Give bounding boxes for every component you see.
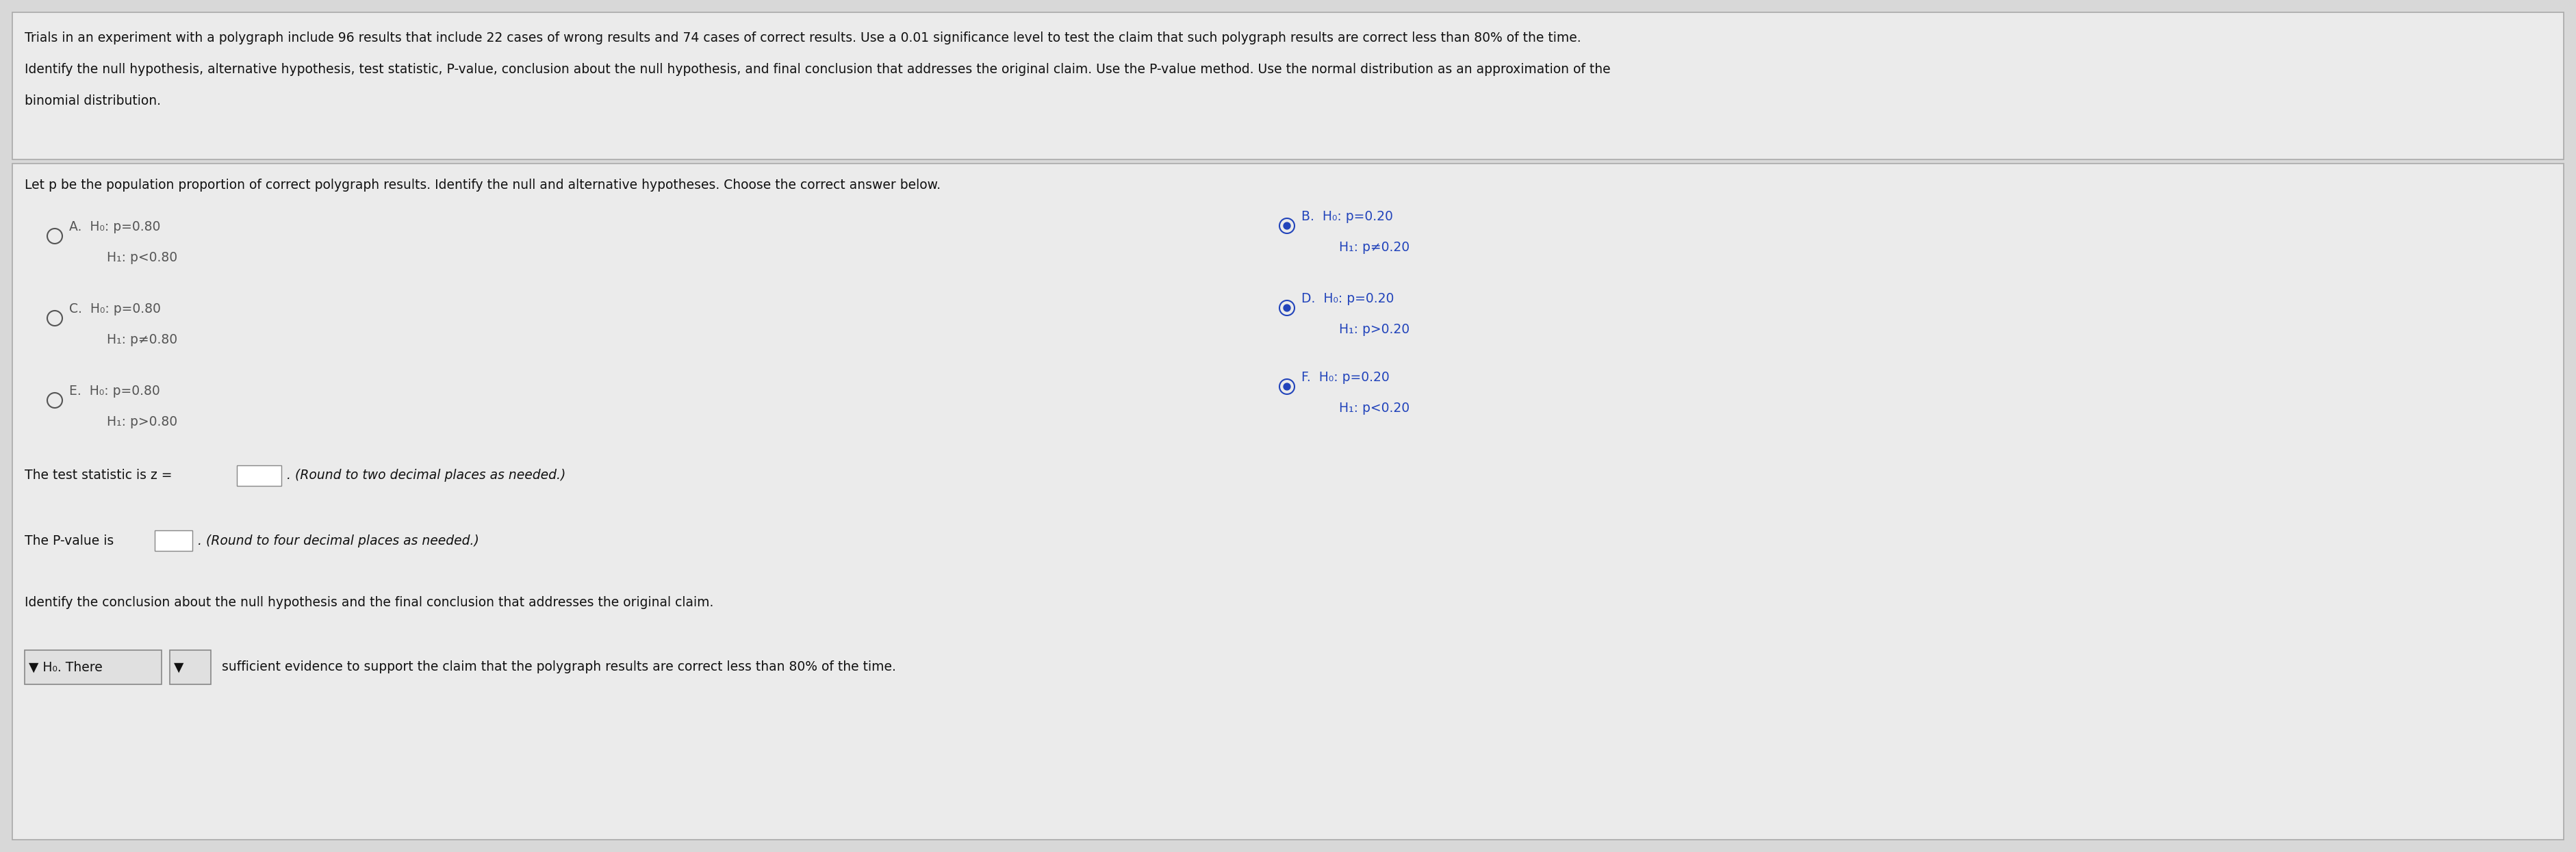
Text: The test statistic is z =: The test statistic is z = xyxy=(26,469,173,482)
Text: A.  H₀: p=0.80: A. H₀: p=0.80 xyxy=(70,221,160,233)
Text: B.  H₀: p=0.20: B. H₀: p=0.20 xyxy=(1301,210,1394,223)
Text: E.  H₀: p=0.80: E. H₀: p=0.80 xyxy=(70,384,160,398)
FancyBboxPatch shape xyxy=(155,530,193,551)
Text: . (Round to two decimal places as needed.): . (Round to two decimal places as needed… xyxy=(286,469,567,482)
Text: C.  H₀: p=0.80: C. H₀: p=0.80 xyxy=(70,302,160,315)
Text: Identify the null hypothesis, alternative hypothesis, test statistic, P-value, c: Identify the null hypothesis, alternativ… xyxy=(26,63,1610,76)
Text: sufficient evidence to support the claim that the polygraph results are correct : sufficient evidence to support the claim… xyxy=(219,661,896,674)
Text: H₁: p>0.20: H₁: p>0.20 xyxy=(1319,323,1409,336)
Circle shape xyxy=(1283,222,1291,229)
Text: . (Round to four decimal places as needed.): . (Round to four decimal places as neede… xyxy=(198,534,479,547)
Text: D.  H₀: p=0.20: D. H₀: p=0.20 xyxy=(1301,292,1394,305)
Text: H₁: p<0.20: H₁: p<0.20 xyxy=(1319,401,1409,415)
FancyBboxPatch shape xyxy=(26,650,162,684)
Text: Identify the conclusion about the null hypothesis and the final conclusion that : Identify the conclusion about the null h… xyxy=(26,596,714,608)
Text: H₁: p≠0.20: H₁: p≠0.20 xyxy=(1319,241,1409,254)
FancyBboxPatch shape xyxy=(237,465,281,486)
Text: F.  H₀: p=0.20: F. H₀: p=0.20 xyxy=(1301,371,1388,384)
Text: ▼ H₀. There: ▼ H₀. There xyxy=(28,661,103,674)
Text: ▼: ▼ xyxy=(173,661,183,674)
Text: Trials in an experiment with a polygraph include 96 results that include 22 case: Trials in an experiment with a polygraph… xyxy=(26,32,1582,44)
FancyBboxPatch shape xyxy=(13,12,2563,159)
Text: H₁: p≠0.80: H₁: p≠0.80 xyxy=(85,333,178,346)
Text: H₁: p>0.80: H₁: p>0.80 xyxy=(85,416,178,429)
FancyBboxPatch shape xyxy=(170,650,211,684)
Text: H₁: p<0.80: H₁: p<0.80 xyxy=(85,251,178,264)
Text: The P-value is: The P-value is xyxy=(26,534,113,547)
Circle shape xyxy=(1283,383,1291,390)
Text: Let p be the population proportion of correct polygraph results. Identify the nu: Let p be the population proportion of co… xyxy=(26,179,940,192)
Text: binomial distribution.: binomial distribution. xyxy=(26,95,160,107)
Circle shape xyxy=(1283,304,1291,311)
FancyBboxPatch shape xyxy=(13,164,2563,840)
